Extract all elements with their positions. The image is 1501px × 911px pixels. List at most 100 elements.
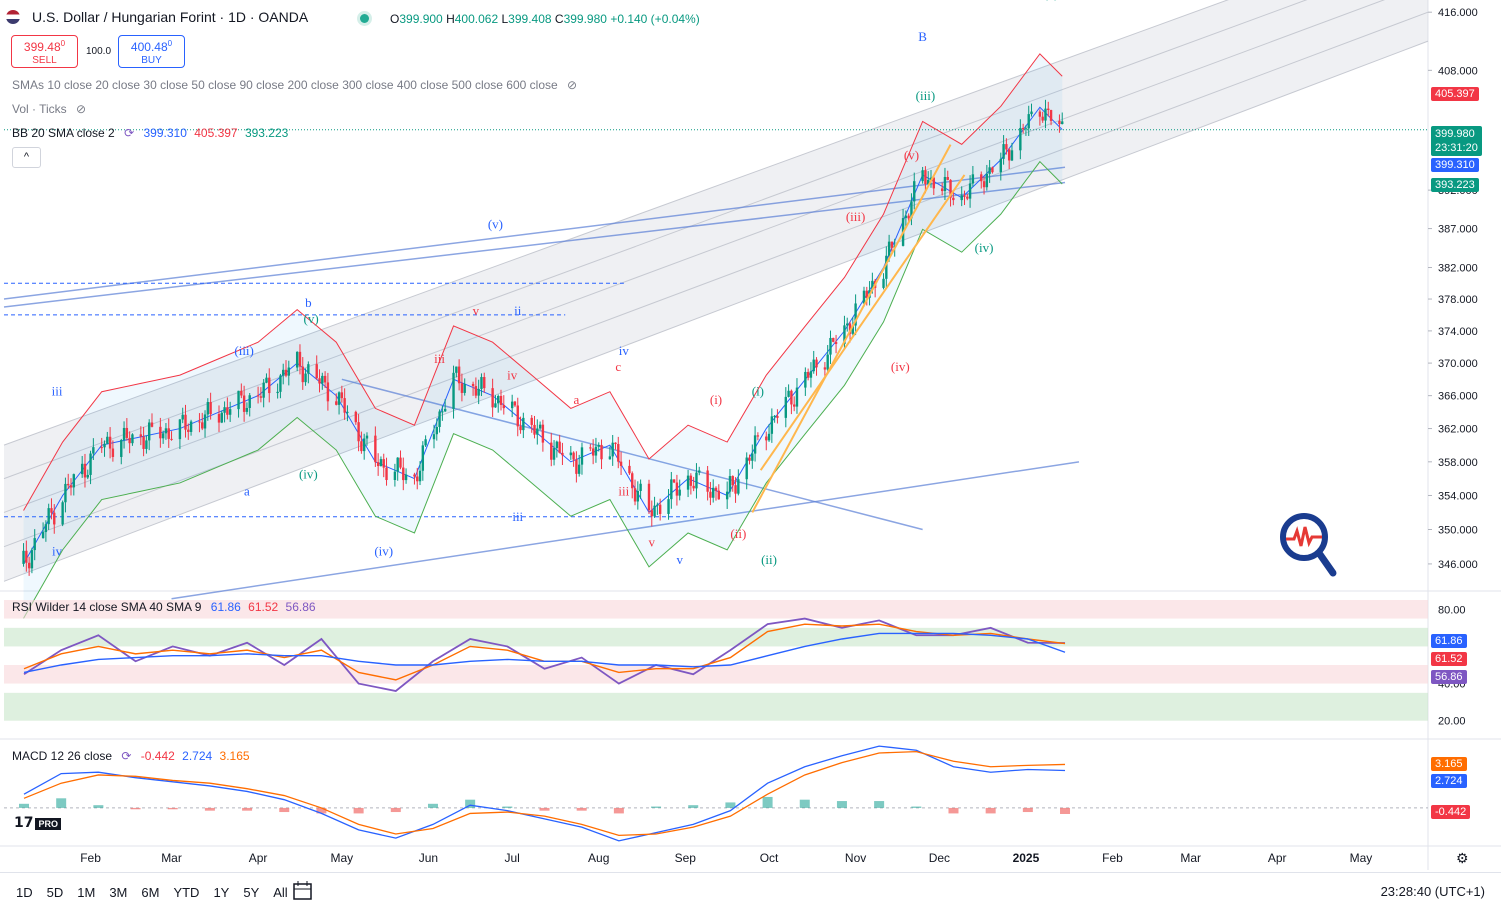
bb-lower-price-label: 393.223 — [1431, 178, 1479, 192]
candle-body — [131, 434, 134, 444]
candle-body — [790, 390, 793, 405]
calendar-icon[interactable] — [292, 880, 314, 907]
candle-body — [619, 461, 623, 466]
candle-body — [268, 377, 271, 394]
range-button-all[interactable]: All — [273, 885, 288, 900]
candle-body — [887, 241, 891, 256]
candle-body — [980, 174, 983, 182]
rsi-value-2: 61.52 — [248, 600, 279, 614]
candle-body — [201, 422, 204, 429]
wave-label: a — [244, 483, 250, 498]
candle-body — [67, 483, 70, 486]
sell-label: SELL — [32, 55, 57, 66]
rsi-legend-text: RSI Wilder 14 close SMA 40 SMA 9 — [12, 600, 202, 614]
wave-label: (i) — [710, 392, 722, 407]
candle-body — [963, 195, 966, 197]
buy-button[interactable]: 400.480 BUY — [118, 35, 185, 68]
candle-body — [72, 474, 76, 488]
candle-body — [1019, 127, 1022, 151]
settings-gear-icon[interactable]: ⚙ — [1456, 850, 1469, 866]
candle-body — [301, 366, 304, 383]
candle-body — [50, 508, 53, 513]
candle-body — [424, 439, 427, 446]
rsi-tick-label: 20.00 — [1438, 716, 1466, 728]
eye-hidden-icon[interactable]: ⊘ — [76, 102, 87, 116]
wave-label: iii — [434, 351, 445, 366]
wave-label: (iv) — [374, 543, 393, 558]
macd-legend[interactable]: MACD 12 26 close ⟳ -0.442 2.724 3.165 — [12, 749, 250, 763]
candle-body — [561, 452, 564, 456]
candle-body — [491, 388, 494, 408]
symbol-title[interactable]: U.S. Dollar / Hungarian Forint · 1D · OA… — [32, 9, 309, 25]
candle-body — [27, 562, 31, 569]
candle-body — [483, 377, 486, 389]
price-tick-label: 350.000 — [1438, 525, 1478, 537]
bb-legend[interactable]: BB 20 SMA close 2 ⟳ 399.310 405.397 393.… — [12, 126, 288, 140]
range-button-5y[interactable]: 5Y — [243, 885, 260, 900]
range-button-6m[interactable]: 6M — [141, 885, 160, 900]
candle-body — [80, 463, 84, 475]
candle-body — [69, 485, 73, 488]
time-axis-label: Jun — [419, 851, 438, 865]
range-button-1m[interactable]: 1M — [77, 885, 96, 900]
candle-body — [932, 177, 935, 189]
range-button-ytd[interactable]: YTD — [173, 885, 200, 900]
settings-cycle-icon[interactable]: ⟳ — [124, 126, 135, 140]
bb-legend-text: BB 20 SMA close 2 — [12, 126, 115, 140]
candle-body — [966, 196, 969, 199]
wave-label: ii — [514, 303, 522, 318]
wave-label: (v) — [304, 311, 319, 326]
ohlc-low: 399.408 — [508, 12, 552, 26]
candle-body — [826, 354, 829, 370]
ohlc-high: 400.062 — [454, 12, 499, 26]
candle-body — [463, 383, 466, 393]
analysis-magnifier-icon[interactable] — [1278, 513, 1338, 584]
candle-body — [591, 448, 595, 456]
candle-body — [600, 444, 603, 460]
candle-body — [678, 489, 681, 496]
candle-body — [147, 422, 151, 441]
macd-value-3: 3.165 — [219, 749, 250, 763]
candle-body — [178, 419, 182, 440]
macd-histogram-bar — [1060, 807, 1071, 814]
candle-body — [792, 404, 796, 407]
macd-histogram-bar — [353, 807, 364, 814]
ohlc-close-label: C — [554, 12, 564, 26]
ohlc-open: 399.900 — [399, 12, 443, 26]
candle-body — [767, 433, 771, 441]
candle-body — [1047, 108, 1050, 111]
macd-histogram-bar — [502, 806, 513, 808]
bb-basis-value: 399.310 — [143, 126, 187, 140]
collapse-legend-button[interactable]: ^ — [12, 147, 41, 168]
volume-legend[interactable]: Vol · Ticks ⊘ — [12, 102, 86, 116]
candle-body — [393, 471, 397, 481]
price-tick-label: 366.000 — [1438, 391, 1478, 403]
sell-button[interactable]: 399.480 SELL — [11, 35, 78, 68]
candle-body — [572, 452, 575, 460]
candle-body — [223, 407, 226, 413]
candle-body — [513, 401, 517, 406]
sma-legend[interactable]: SMAs 10 close 20 close 30 close 50 close… — [12, 78, 577, 92]
ohlc-open-label: O — [390, 12, 400, 26]
candle-body — [404, 474, 408, 481]
range-button-5d[interactable]: 5D — [46, 885, 64, 900]
clock-timezone[interactable]: 23:28:40 (UTC+1) — [1380, 884, 1485, 899]
macd-histogram-bar — [19, 803, 29, 808]
eye-hidden-icon[interactable]: ⊘ — [567, 78, 578, 92]
range-button-3m[interactable]: 3M — [109, 885, 128, 900]
range-button-1d[interactable]: 1D — [16, 885, 33, 900]
rsi-legend[interactable]: RSI Wilder 14 close SMA 40 SMA 9 61.86 6… — [12, 600, 316, 614]
rsi-label-a: 61.86 — [1431, 634, 1467, 648]
macd-histogram-bar — [948, 807, 959, 814]
settings-cycle-icon[interactable]: ⟳ — [121, 749, 132, 763]
candle-body — [441, 411, 444, 413]
buy-price-pip: 0 — [167, 39, 173, 48]
candle-body — [1027, 114, 1030, 129]
rsi-value-3: 56.86 — [285, 600, 316, 614]
range-button-1y[interactable]: 1Y — [213, 885, 230, 900]
candle-body — [150, 422, 154, 427]
candle-body — [862, 290, 866, 304]
candle-body — [1005, 144, 1008, 150]
candle-body — [717, 490, 720, 500]
